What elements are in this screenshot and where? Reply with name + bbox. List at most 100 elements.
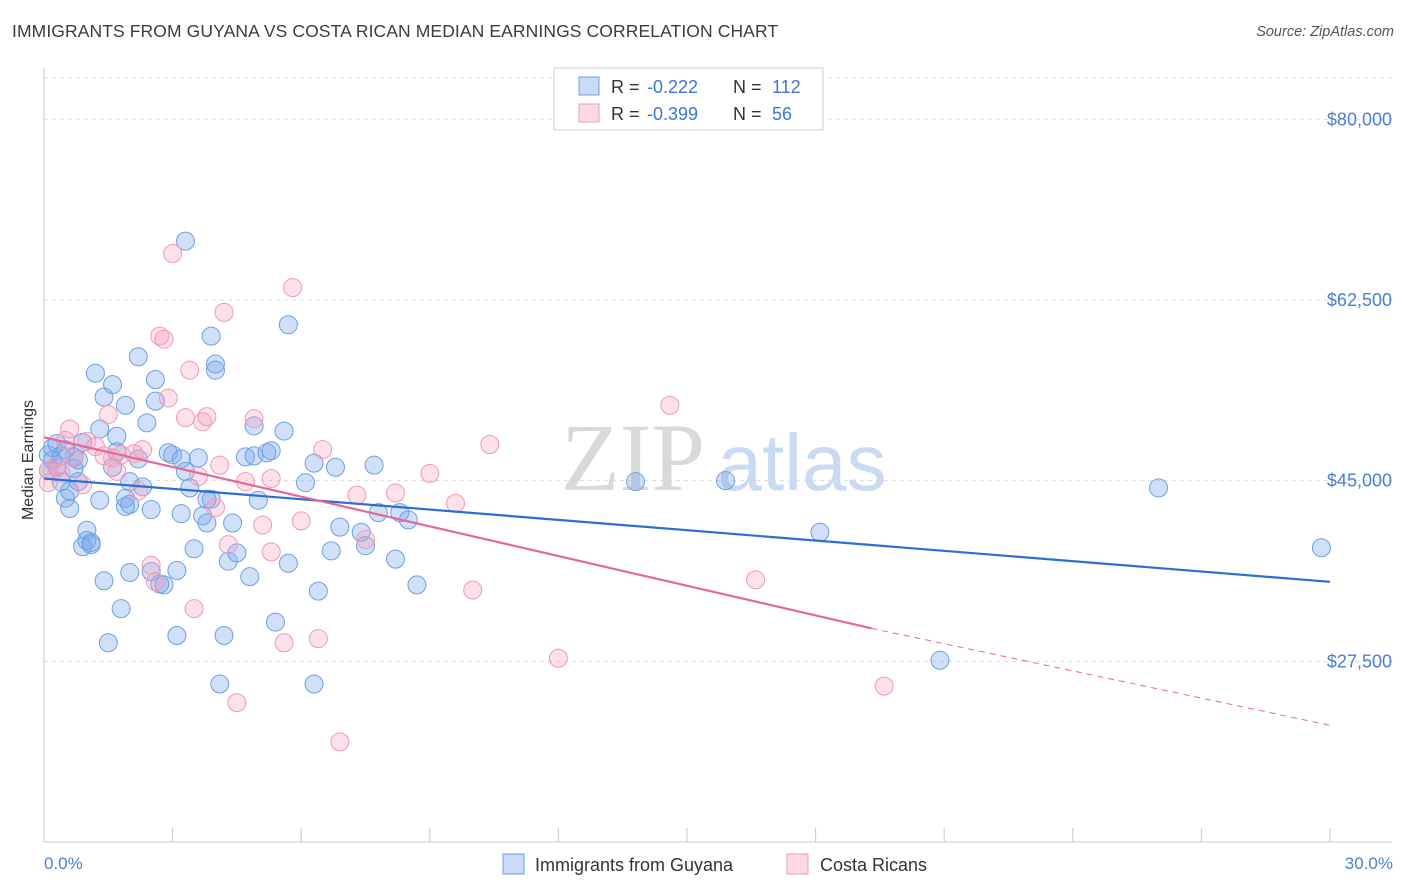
data-point-guyana [364, 455, 384, 475]
data-point-guyana [386, 549, 406, 569]
data-point-guyana [214, 626, 234, 646]
data-point-costa-ricans [274, 633, 294, 653]
data-point-guyana [60, 499, 80, 519]
data-point-guyana [188, 448, 208, 468]
data-point-guyana [145, 391, 165, 411]
data-point-guyana [626, 472, 646, 492]
data-point-guyana [278, 315, 298, 335]
data-point-guyana [930, 650, 950, 670]
data-point-guyana [278, 553, 298, 573]
axes: $27,500 $45,000 $62,500 $80,000 0.0% 30.0% [43, 68, 1393, 873]
data-point-costa-ricans [214, 302, 234, 322]
data-point-costa-ricans [227, 693, 247, 713]
data-point-costa-ricans [330, 732, 350, 752]
data-point-costa-ricans [107, 461, 127, 481]
data-point-guyana [103, 375, 123, 395]
data-point-guyana [115, 395, 135, 415]
watermark-atlas: atlas [718, 418, 887, 507]
data-point-guyana [810, 522, 830, 542]
data-point-guyana [304, 674, 324, 694]
data-point-costa-ricans [64, 448, 84, 468]
data-point-costa-ricans [308, 629, 328, 649]
source-label: Source: ZipAtlas.com [1256, 24, 1394, 40]
data-point-costa-ricans [205, 497, 225, 517]
data-point-guyana [308, 581, 328, 601]
legend-label-costa-ricans: Costa Ricans [820, 855, 927, 875]
data-point-costa-ricans [175, 408, 195, 428]
trend-line-costa-ricans [43, 436, 872, 630]
data-point-guyana [304, 453, 324, 473]
data-point-costa-ricans [145, 572, 165, 592]
data-point-guyana [77, 520, 97, 540]
data-point-guyana [137, 413, 157, 433]
data-point-costa-ricans [73, 475, 93, 495]
data-point-costa-ricans [347, 485, 367, 505]
data-point-costa-ricans [261, 469, 281, 489]
data-point-costa-ricans [291, 511, 311, 531]
legend-swatch-guyana [502, 853, 525, 875]
watermark-zip: ZIP [561, 404, 705, 511]
legend-r-value: -0.399 [647, 104, 698, 124]
data-point-guyana [244, 416, 264, 436]
legend-r-label: R = [611, 77, 640, 97]
data-point-costa-ricans [548, 648, 568, 668]
data-point-costa-ricans [51, 463, 71, 483]
legend-label-guyana: Immigrants from Guyana [535, 855, 734, 875]
data-point-guyana [90, 490, 110, 510]
legend-r-value: -0.222 [647, 77, 698, 97]
data-point-costa-ricans [356, 529, 375, 549]
trend-line-guyana [43, 477, 1331, 583]
legend-swatch-blue [578, 76, 600, 96]
data-point-costa-ricans [463, 580, 483, 600]
data-point-guyana [244, 446, 264, 466]
data-point-guyana [81, 535, 101, 555]
data-point-guyana [163, 445, 183, 465]
y-tick-label: $80,000 [1327, 109, 1392, 129]
data-point-costa-ricans [244, 409, 264, 429]
data-point-guyana [111, 599, 131, 619]
data-point-guyana [330, 517, 350, 537]
data-point-guyana [240, 567, 260, 587]
data-point-guyana [325, 457, 345, 477]
stats-legend: R = -0.222 N = 112 R = -0.399 N = 56 [553, 67, 824, 131]
data-point-costa-ricans [261, 542, 281, 562]
data-point-costa-ricans [218, 535, 238, 555]
data-point-costa-ricans [141, 555, 161, 575]
data-point-costa-ricans [480, 435, 500, 455]
data-point-guyana [145, 369, 165, 389]
data-point-guyana [274, 421, 294, 441]
data-point-guyana [261, 441, 281, 461]
data-point-costa-ricans [163, 244, 183, 264]
data-point-guyana [356, 536, 375, 556]
y-tick-label: $62,500 [1327, 290, 1392, 310]
data-point-guyana [167, 626, 187, 646]
data-point-costa-ricans [210, 455, 230, 475]
data-point-costa-ricans [253, 515, 273, 535]
data-point-costa-ricans [874, 676, 894, 696]
data-point-guyana [98, 633, 118, 653]
trend-line-costa-ricans-extended [871, 627, 1331, 726]
data-point-costa-ricans [60, 419, 80, 439]
data-point-guyana [107, 426, 127, 446]
series-costa-ricans [38, 244, 894, 752]
legend-n-value: 112 [772, 77, 801, 97]
data-point-guyana [407, 575, 427, 595]
data-point-guyana [128, 347, 148, 367]
legend-swatch-costa-ricans [786, 853, 809, 875]
data-point-costa-ricans [283, 278, 303, 298]
watermark: ZIP atlas [561, 404, 886, 511]
data-point-guyana [248, 490, 268, 510]
data-point-costa-ricans [133, 440, 153, 460]
data-point-guyana [1149, 478, 1169, 498]
legend-n-value: 56 [772, 104, 792, 124]
data-point-costa-ricans [188, 467, 208, 487]
data-point-guyana [205, 354, 225, 374]
data-point-guyana [184, 539, 204, 559]
data-point-costa-ricans [313, 440, 333, 460]
legend-r-label: R = [611, 104, 640, 124]
chart-title: IMMIGRANTS FROM GUYANA VS COSTA RICAN ME… [12, 21, 779, 41]
y-tick-label: $27,500 [1327, 651, 1392, 671]
data-point-costa-ricans [98, 405, 118, 425]
data-point-guyana [205, 360, 225, 380]
data-point-costa-ricans [420, 463, 440, 483]
